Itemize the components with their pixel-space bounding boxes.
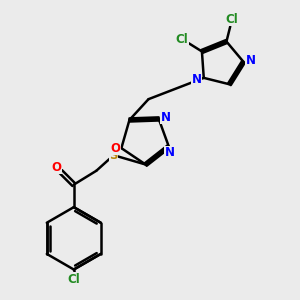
Text: N: N: [164, 146, 175, 159]
Text: S: S: [110, 149, 118, 162]
Text: O: O: [110, 142, 120, 154]
Text: N: N: [192, 73, 202, 86]
Text: N: N: [161, 111, 171, 124]
Text: Cl: Cl: [68, 273, 80, 286]
Text: N: N: [245, 54, 255, 67]
Text: Cl: Cl: [226, 13, 238, 26]
Text: Cl: Cl: [176, 33, 189, 46]
Text: O: O: [52, 161, 61, 174]
